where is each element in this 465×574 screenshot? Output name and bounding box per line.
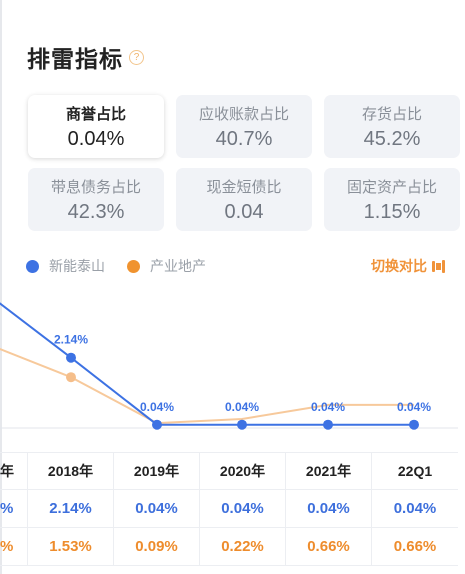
metric-value: 40.7% (215, 127, 273, 150)
switch-icon (432, 259, 446, 273)
table-header-cell: 22Q1 (397, 463, 433, 479)
metric-label: 存货占比 (361, 105, 422, 123)
data-table: 年 2018年 2019年 2020年 2021年 22Q1 % 2.14% 0… (0, 452, 458, 566)
switch-compare-button[interactable]: 切换对比 (371, 256, 446, 276)
table-cell: 0.04% (200, 490, 286, 527)
table-row-series-1: % 2.14% 0.04% 0.04% 0.04% 0.04% (0, 490, 458, 528)
left-edge-divider (0, 0, 2, 574)
data-label: 0.04% (311, 400, 345, 414)
series-line-2 (0, 347, 414, 425)
series-line-1 (0, 302, 414, 426)
metric-card-receivables[interactable]: 应收账款占比 40.7% (176, 95, 312, 158)
metric-value: 42.3% (67, 200, 125, 223)
table-cell: 0.22% (200, 528, 286, 565)
series-1-point (66, 352, 76, 363)
help-icon[interactable]: ? (129, 49, 144, 65)
data-label: 0.04% (140, 400, 174, 414)
table-row-series-2: % 1.53% 0.09% 0.22% 0.66% 0.66% (0, 528, 458, 566)
table-header-cell: 2018年 (28, 453, 114, 489)
series-2-point (66, 372, 76, 383)
table-cell: 2.14% (28, 490, 114, 527)
table-cell: 0.04% (286, 490, 372, 527)
table-cell: 1.53% (28, 528, 114, 565)
metric-label: 现金短债比 (206, 178, 282, 196)
switch-compare-label: 切换对比 (371, 258, 427, 274)
metric-value: 45.2% (363, 127, 421, 150)
metric-label: 固定资产占比 (346, 178, 437, 196)
table-cell: 0.66% (393, 538, 437, 555)
table-header-cell: 年 (0, 453, 28, 489)
metric-value: 0.04 (224, 200, 264, 223)
legend-label-series-1: 新能泰山 (49, 258, 105, 274)
metric-card-cash-short-debt[interactable]: 现金短债比 0.04 (176, 168, 312, 231)
metric-label: 应收账款占比 (198, 105, 289, 123)
chart-legend: 新能泰山 产业地产 切换对比 (26, 256, 446, 276)
series-1-point (409, 419, 419, 430)
metric-value: 0.04% (67, 127, 125, 150)
table-header-cell: 2019年 (114, 453, 200, 489)
legend-label-series-2: 产业地产 (150, 258, 206, 274)
data-label: 0.04% (225, 400, 259, 414)
table-cell: % (0, 528, 28, 565)
table-cell: 0.09% (114, 528, 200, 565)
table-cell: 0.04% (114, 490, 200, 527)
page-title: 排雷指标 (27, 46, 123, 72)
table-header-row: 年 2018年 2019年 2020年 2021年 22Q1 (0, 452, 458, 490)
metric-card-interest-debt[interactable]: 带息债务占比 42.3% (28, 168, 164, 231)
table-header-cell: 2020年 (200, 453, 286, 489)
metric-card-goodwill[interactable]: 商誉占比 0.04% (28, 95, 164, 158)
table-cell: 0.66% (286, 528, 372, 565)
legend-dot-series-2 (127, 259, 140, 273)
data-label: 2.14% (54, 333, 88, 347)
metric-grid: 商誉占比 0.04% 应收账款占比 40.7% 存货占比 45.2% 带息债务占… (28, 95, 460, 231)
data-label: 0.04% (397, 400, 431, 414)
metric-value: 1.15% (363, 200, 421, 223)
legend-dot-series-1 (26, 259, 39, 273)
series-1-point (237, 419, 247, 430)
table-header-cell: 2021年 (286, 453, 372, 489)
metric-label: 带息债务占比 (50, 178, 141, 196)
metric-card-fixed-assets[interactable]: 固定资产占比 1.15% (324, 168, 460, 231)
table-cell: % (0, 490, 28, 527)
metric-card-inventory[interactable]: 存货占比 45.2% (324, 95, 460, 158)
trend-line-chart: 2.14% 0.04% 0.04% 0.04% 0.04% (0, 302, 458, 430)
metric-label: 商誉占比 (65, 105, 126, 123)
series-1-point (323, 419, 333, 430)
section-header: 排雷指标 ? (27, 40, 144, 74)
series-1-point (152, 419, 162, 430)
table-cell: 0.04% (393, 500, 437, 517)
